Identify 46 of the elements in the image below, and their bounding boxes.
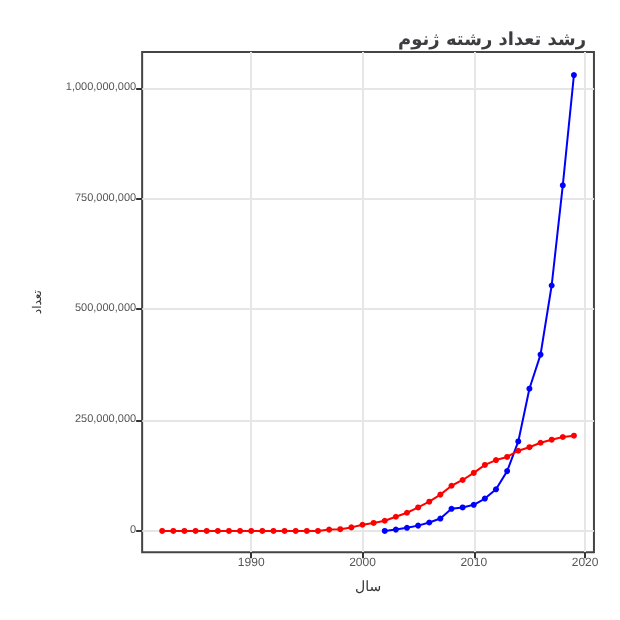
point (392, 526, 399, 533)
point (426, 498, 433, 505)
point (370, 519, 377, 526)
point (526, 385, 533, 392)
point (392, 513, 399, 520)
point (270, 527, 277, 534)
point (537, 439, 544, 446)
line-series (159, 432, 577, 534)
point (437, 515, 444, 522)
point (470, 501, 477, 508)
point (493, 486, 500, 493)
point (404, 509, 410, 516)
point (459, 504, 466, 511)
point (415, 522, 422, 529)
point (559, 182, 566, 189)
point (159, 527, 166, 534)
point (570, 432, 577, 439)
point (326, 526, 333, 533)
point (259, 527, 266, 534)
point (459, 476, 466, 483)
point (526, 444, 533, 451)
point (381, 517, 388, 524)
point (470, 469, 477, 476)
point (437, 491, 444, 498)
point (281, 527, 288, 534)
point (426, 519, 433, 526)
point (448, 482, 455, 489)
point (481, 461, 488, 468)
point (481, 495, 488, 502)
point (381, 527, 388, 534)
point (404, 524, 410, 531)
point (548, 436, 555, 443)
point (192, 527, 199, 534)
point (359, 521, 366, 528)
point (504, 453, 511, 460)
point (448, 505, 455, 512)
point (348, 524, 355, 531)
point (415, 504, 422, 511)
point (337, 526, 344, 533)
point (515, 438, 522, 445)
chart-title: رشد تعداد رشته ژنوم (398, 31, 587, 51)
point (570, 72, 577, 79)
point (515, 447, 522, 454)
point (504, 468, 511, 475)
point (559, 434, 566, 441)
point (181, 527, 188, 534)
